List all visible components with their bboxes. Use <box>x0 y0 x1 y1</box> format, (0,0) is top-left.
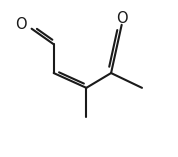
Text: O: O <box>15 17 27 32</box>
Text: O: O <box>116 11 127 26</box>
